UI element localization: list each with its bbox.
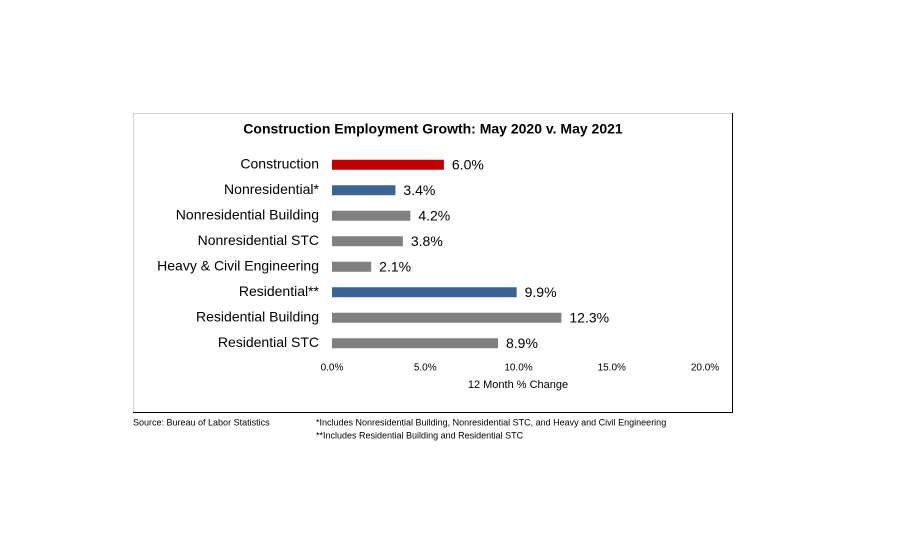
value-label: 8.9% <box>506 335 538 351</box>
y-tick-label: Residential Building <box>196 308 319 324</box>
bar <box>332 210 411 221</box>
y-tick-label: Nonresidential* <box>224 181 319 197</box>
x-axis-title: 12 Month % Change <box>468 379 568 391</box>
source: Source: Bureau of Labor Statistics <box>133 417 270 427</box>
chart-title: Construction Employment Growth: May 2020… <box>243 121 623 137</box>
x-tick-label: 5.0% <box>414 363 437 374</box>
y-tick-label: Heavy & Civil Engineering <box>157 257 319 273</box>
value-label: 9.9% <box>525 284 557 300</box>
y-tick-label: Residential** <box>239 283 320 299</box>
y-tick-label: Construction <box>240 155 319 171</box>
x-tick-label: 20.0% <box>691 363 719 374</box>
y-tick-label: Nonresidential Building <box>176 206 319 222</box>
bar <box>332 236 403 247</box>
x-tick-label: 10.0% <box>504 363 532 374</box>
value-label: 3.4% <box>403 182 435 198</box>
bar <box>332 261 372 272</box>
y-tick-label: Residential STC <box>218 334 319 350</box>
x-tick-label: 0.0% <box>321 363 344 374</box>
value-label: 6.0% <box>452 156 484 172</box>
value-label: 12.3% <box>569 309 609 325</box>
value-label: 4.2% <box>418 207 450 223</box>
y-tick-label: Nonresidential STC <box>198 232 319 248</box>
footnote: *Includes Nonresidential Building, Nonre… <box>316 417 666 427</box>
bar <box>332 185 396 196</box>
value-label: 2.1% <box>379 258 411 274</box>
x-tick-label: 15.0% <box>598 363 626 374</box>
bar <box>332 287 517 298</box>
footnote: **Includes Residential Building and Resi… <box>316 430 524 440</box>
bar <box>332 338 498 349</box>
bar <box>332 312 562 323</box>
value-label: 3.8% <box>411 233 443 249</box>
bar <box>332 159 444 170</box>
